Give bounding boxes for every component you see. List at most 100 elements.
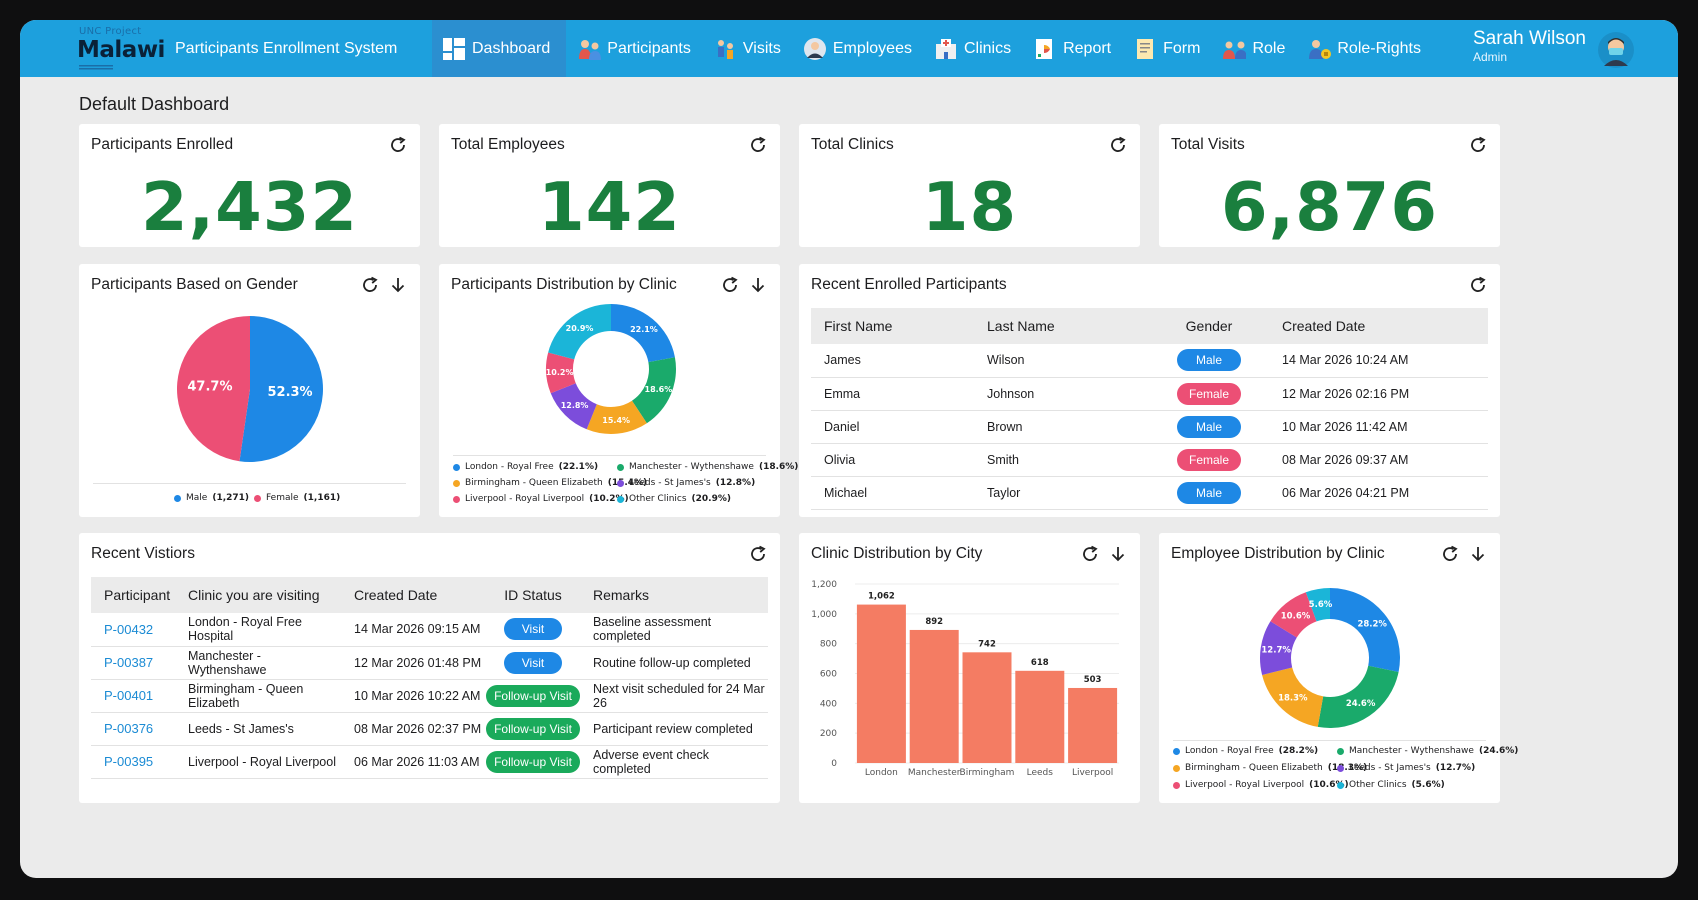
refresh-icon[interactable] — [1108, 135, 1128, 155]
nav-clinics[interactable]: Clinics — [923, 20, 1022, 77]
pie-slice[interactable] — [548, 304, 611, 360]
pie-slice[interactable] — [1270, 592, 1317, 638]
participant-link[interactable]: P-00376 — [104, 721, 154, 736]
status-badge[interactable]: Follow-up Visit — [486, 750, 580, 773]
refresh-icon[interactable] — [388, 135, 408, 155]
download-icon[interactable] — [1468, 544, 1488, 564]
pie-slice[interactable] — [586, 400, 647, 434]
user-info[interactable]: Sarah Wilson Admin — [1473, 28, 1586, 64]
role-rights-icon — [1307, 37, 1332, 61]
column-header[interactable]: ID Status — [486, 577, 580, 613]
created-date-cell: 12 Mar 2026 01:48 PM — [341, 646, 486, 680]
clinic-cell: Liverpool - Royal Liverpool — [175, 745, 341, 779]
card-tools — [1468, 275, 1488, 295]
column-header[interactable]: Clinic you are visiting — [175, 577, 341, 613]
brand-sup: UNC Project — [79, 26, 142, 37]
column-header[interactable]: Created Date — [341, 577, 486, 613]
bar[interactable] — [1068, 687, 1118, 763]
column-header[interactable]: Created Date — [1269, 308, 1488, 344]
nav-label: Report — [1063, 39, 1112, 57]
status-cell: Follow-up Visit — [486, 712, 580, 746]
user-name: Sarah Wilson — [1473, 28, 1586, 49]
participant-cell: P-00395 — [91, 745, 175, 779]
nav-report[interactable]: Report — [1022, 20, 1122, 77]
bar[interactable] — [909, 629, 959, 763]
status-cell: Visit — [486, 613, 580, 647]
refresh-icon[interactable] — [1440, 544, 1460, 564]
refresh-icon[interactable] — [748, 544, 768, 564]
slice-label: 5.6% — [1309, 600, 1333, 610]
remarks-cell: Next visit scheduled for 24 Mar 26 — [580, 679, 768, 713]
table-row[interactable]: James Wilson Male 14 Mar 2026 10:24 AM — [811, 344, 1488, 378]
pie-slice[interactable] — [1305, 588, 1330, 622]
pie-slice[interactable] — [550, 383, 597, 430]
visitors-table: Participant Clinic you are visiting Crea… — [91, 577, 768, 779]
pie-slice[interactable] — [546, 352, 576, 394]
nav-label: Form — [1163, 39, 1201, 57]
nav-label: Visits — [742, 39, 781, 57]
table-row[interactable]: Daniel Brown Male 10 Mar 2026 11:42 AM — [811, 410, 1488, 444]
pie-slice[interactable] — [611, 304, 675, 363]
refresh-icon[interactable] — [1468, 135, 1488, 155]
nav-form[interactable]: Form — [1122, 20, 1211, 77]
table-row[interactable]: Emma Johnson Female 12 Mar 2026 02:16 PM — [811, 377, 1488, 411]
refresh-icon[interactable] — [720, 275, 740, 295]
nav-role[interactable]: Role — [1211, 20, 1296, 77]
remarks-cell: Baseline assessment completed — [580, 613, 768, 647]
download-icon[interactable] — [748, 275, 768, 295]
table-row[interactable]: P-00401 Birmingham - Queen Elizabeth 10 Ma… — [91, 679, 768, 713]
table-row[interactable]: P-00376 Leeds - St James's 08 Mar 2026 02:… — [91, 712, 768, 746]
avatar[interactable] — [1598, 32, 1634, 68]
participant-link[interactable]: P-00395 — [104, 754, 154, 769]
nav-role-rights[interactable]: Role-Rights — [1296, 20, 1432, 77]
download-icon[interactable] — [388, 275, 408, 295]
participant-link[interactable]: P-00432 — [104, 621, 154, 637]
refresh-icon[interactable] — [1468, 275, 1488, 295]
table-row[interactable]: Olivia Smith Female 08 Mar 2026 09:37 AM — [811, 443, 1488, 477]
nav-dashboard[interactable]: Dashboard — [432, 20, 567, 77]
status-badge[interactable]: Visit — [504, 618, 562, 641]
last-name-cell: Taylor — [974, 476, 1149, 510]
status-badge[interactable]: Follow-up Visit — [486, 684, 580, 707]
table-row[interactable]: P-00432 London - Royal Free Hospital 14 Ma… — [91, 613, 768, 647]
nav-visits[interactable]: Visits — [702, 20, 792, 77]
legend-item: Manchester - Wythenshawe (24.6%) — [1337, 746, 1518, 756]
refresh-icon[interactable] — [360, 275, 380, 295]
pie-slice[interactable] — [1317, 665, 1399, 728]
pie-slice[interactable] — [1260, 621, 1297, 675]
column-header[interactable]: Remarks — [580, 577, 768, 613]
status-badge[interactable]: Visit — [504, 651, 562, 674]
download-icon[interactable] — [1108, 544, 1128, 564]
column-header[interactable]: Participant — [91, 577, 175, 613]
pie-slice[interactable] — [1330, 588, 1400, 672]
status-badge[interactable]: Follow-up Visit — [486, 717, 580, 740]
y-tick-label: 800 — [820, 640, 837, 650]
bar-value-label: 742 — [978, 639, 996, 649]
participant-link[interactable]: P-00387 — [104, 655, 154, 670]
legend-dot — [174, 494, 181, 502]
stat-value: 18 — [921, 168, 1018, 246]
table-row[interactable]: Michael Taylor Male 06 Mar 2026 04:21 PM — [811, 476, 1488, 510]
table-row[interactable]: P-00395 Liverpool - Royal Liverpool 06 Mar… — [91, 745, 768, 779]
table-row[interactable]: P-00387 Manchester - Wythenshawe 12 Mar 20… — [91, 646, 768, 680]
refresh-icon[interactable] — [748, 135, 768, 155]
pie-slice[interactable] — [631, 357, 676, 424]
bar[interactable] — [1015, 670, 1065, 763]
column-header[interactable]: Last Name — [974, 308, 1149, 344]
pie-slice[interactable] — [1262, 667, 1324, 727]
refresh-icon[interactable] — [1080, 544, 1100, 564]
gender-chart-card: Participants Based on Gender 52.3% 47.7% … — [79, 264, 420, 517]
participant-link[interactable]: P-00401 — [104, 688, 154, 703]
stat-card-participants: Participants Enrolled 2,432 — [79, 124, 420, 247]
pie-slice[interactable] — [239, 316, 323, 462]
column-header[interactable]: Gender — [1149, 308, 1269, 344]
bar[interactable] — [962, 652, 1012, 763]
column-header[interactable]: First Name — [811, 308, 974, 344]
card-title: Clinic Distribution by City — [811, 545, 983, 562]
nav-employees[interactable]: Employees — [792, 20, 923, 77]
brand-logo[interactable]: UNC Project Malawi — [77, 24, 173, 74]
nav-participants[interactable]: Participants — [566, 20, 702, 77]
stat-title: Participants Enrolled — [91, 136, 234, 153]
pie-slice[interactable] — [176, 316, 250, 462]
bar[interactable] — [856, 604, 906, 763]
